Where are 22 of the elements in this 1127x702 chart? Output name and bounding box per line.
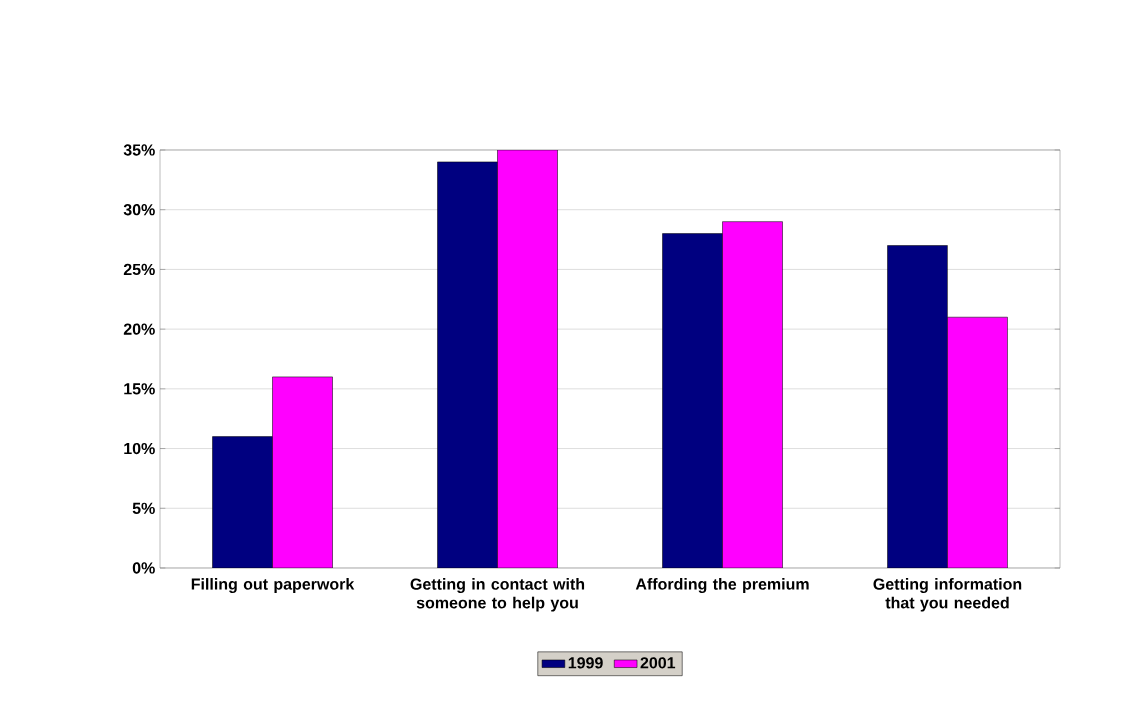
bar — [887, 245, 948, 568]
bar — [497, 149, 558, 568]
bar — [272, 376, 333, 568]
legend-label: 1999 — [568, 657, 603, 669]
y-tick-label: 20% — [123, 323, 155, 335]
y-tick-label: 5% — [132, 502, 155, 514]
y-tick-label: 0% — [132, 562, 155, 574]
y-tick-label: 10% — [124, 442, 155, 455]
x-tick-label: Filling out paperwork — [191, 578, 355, 594]
bar — [722, 221, 783, 568]
bar — [437, 161, 498, 568]
bar — [947, 316, 1008, 568]
bar — [212, 436, 273, 568]
y-tick-label: 30% — [123, 204, 155, 216]
x-tick-label: Affording the premium — [635, 578, 809, 594]
legend-label: 2001 — [640, 657, 676, 669]
y-tick-label: 35% — [123, 144, 155, 156]
x-tick-label: Getting in contact with someone to help you — [410, 578, 585, 612]
bar — [662, 233, 723, 568]
y-tick-label: 15% — [124, 383, 155, 395]
y-tick-label: 25% — [123, 263, 155, 276]
x-tick-label: Getting information that you needed — [873, 578, 1022, 612]
